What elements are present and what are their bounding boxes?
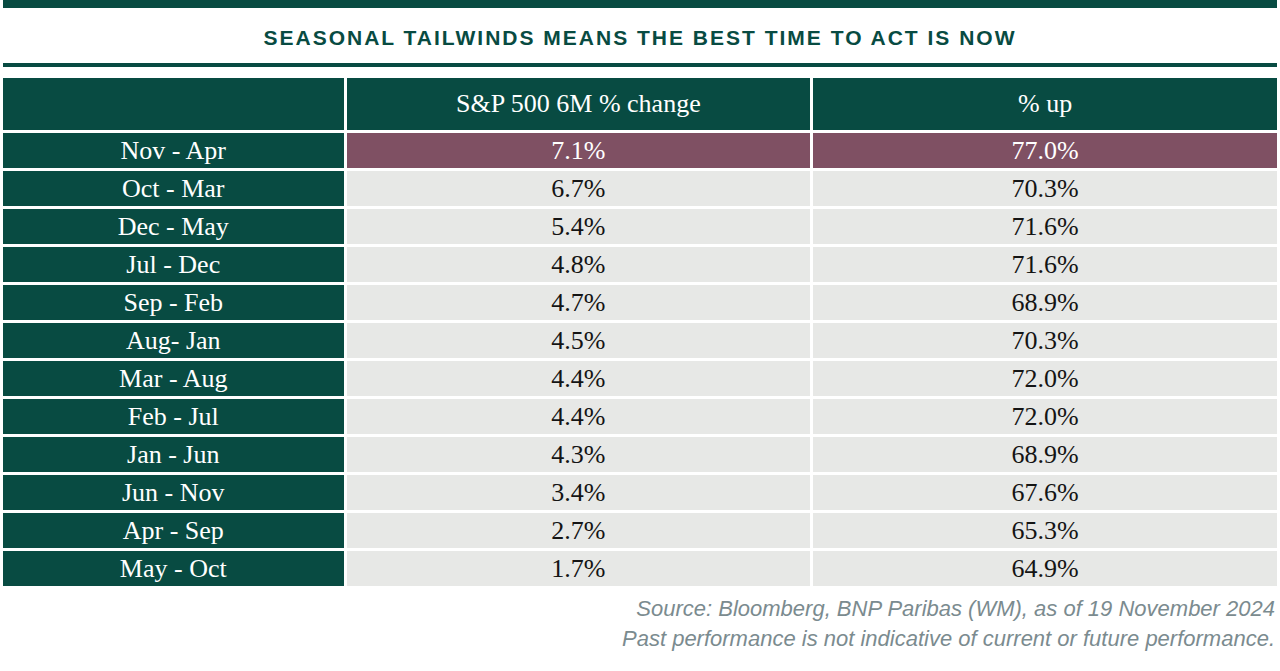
page: SEASONAL TAILWINDS MEANS THE BEST TIME T… (0, 0, 1280, 671)
page-title: SEASONAL TAILWINDS MEANS THE BEST TIME T… (0, 26, 1280, 50)
row-label-cell: Jun - Nov (3, 475, 344, 510)
pct-up-cell: 68.9% (813, 285, 1277, 320)
change-cell: 4.7% (347, 285, 811, 320)
title-divider (3, 63, 1277, 67)
row-label-cell: Jul - Dec (3, 247, 344, 282)
source-note: Source: Bloomberg, BNP Paribas (WM), as … (622, 594, 1275, 654)
table-row: Apr - Sep 2.7% 65.3% (3, 513, 1277, 548)
table-row: Jul - Dec 4.8% 71.6% (3, 247, 1277, 282)
change-cell: 4.5% (347, 323, 811, 358)
change-cell: 1.7% (347, 551, 811, 586)
table-row: Aug- Jan 4.5% 70.3% (3, 323, 1277, 358)
pct-up-cell: 71.6% (813, 209, 1277, 244)
pct-up-cell: 70.3% (813, 323, 1277, 358)
pct-up-cell: 72.0% (813, 361, 1277, 396)
pct-up-cell: 67.6% (813, 475, 1277, 510)
pct-up-cell: 77.0% (813, 133, 1277, 168)
row-label-cell: Dec - May (3, 209, 344, 244)
pct-up-cell: 64.9% (813, 551, 1277, 586)
table-row: Jan - Jun 4.3% 68.9% (3, 437, 1277, 472)
seasonality-table: S&P 500 6M % change % up Nov - Apr 7.1% … (0, 75, 1280, 589)
row-label-cell: Aug- Jan (3, 323, 344, 358)
change-cell: 3.4% (347, 475, 811, 510)
row-label-cell: May - Oct (3, 551, 344, 586)
header-cell-pct-up: % up (813, 78, 1277, 130)
table-row: Sep - Feb 4.7% 68.9% (3, 285, 1277, 320)
table-body: Nov - Apr 7.1% 77.0% Oct - Mar 6.7% 70.3… (3, 133, 1277, 586)
change-cell: 4.8% (347, 247, 811, 282)
row-label-cell: Feb - Jul (3, 399, 344, 434)
change-cell: 7.1% (347, 133, 811, 168)
table-row: Mar - Aug 4.4% 72.0% (3, 361, 1277, 396)
change-cell: 2.7% (347, 513, 811, 548)
top-accent-bar (3, 0, 1277, 8)
row-label-cell: Sep - Feb (3, 285, 344, 320)
table-row: Dec - May 5.4% 71.6% (3, 209, 1277, 244)
change-cell: 4.3% (347, 437, 811, 472)
change-cell: 6.7% (347, 171, 811, 206)
row-label-cell: Apr - Sep (3, 513, 344, 548)
pct-up-cell: 72.0% (813, 399, 1277, 434)
header-row: S&P 500 6M % change % up (3, 78, 1277, 130)
pct-up-cell: 68.9% (813, 437, 1277, 472)
change-cell: 4.4% (347, 399, 811, 434)
table-row: Feb - Jul 4.4% 72.0% (3, 399, 1277, 434)
pct-up-cell: 71.6% (813, 247, 1277, 282)
table-header: S&P 500 6M % change % up (3, 78, 1277, 130)
row-label-cell: Jan - Jun (3, 437, 344, 472)
table-row: Oct - Mar 6.7% 70.3% (3, 171, 1277, 206)
row-label-cell: Nov - Apr (3, 133, 344, 168)
table-row: Jun - Nov 3.4% 67.6% (3, 475, 1277, 510)
pct-up-cell: 65.3% (813, 513, 1277, 548)
table-row: Nov - Apr 7.1% 77.0% (3, 133, 1277, 168)
header-cell-empty (3, 78, 344, 130)
pct-up-cell: 70.3% (813, 171, 1277, 206)
change-cell: 4.4% (347, 361, 811, 396)
row-label-cell: Oct - Mar (3, 171, 344, 206)
source-line-2: Past performance is not indicative of cu… (622, 624, 1275, 654)
header-cell-change: S&P 500 6M % change (347, 78, 811, 130)
change-cell: 5.4% (347, 209, 811, 244)
table-row: May - Oct 1.7% 64.9% (3, 551, 1277, 586)
row-label-cell: Mar - Aug (3, 361, 344, 396)
source-line-1: Source: Bloomberg, BNP Paribas (WM), as … (622, 594, 1275, 624)
